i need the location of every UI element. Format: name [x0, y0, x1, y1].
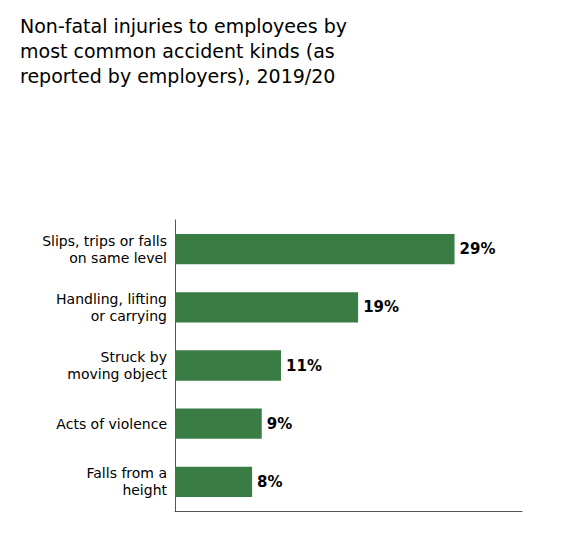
- svg-text:most common accident kinds (as: most common accident kinds (as: [20, 40, 335, 62]
- svg-text:or carrying: or carrying: [91, 308, 167, 324]
- svg-text:moving object: moving object: [67, 366, 167, 382]
- svg-text:Handling, lifting: Handling, lifting: [56, 291, 167, 307]
- svg-text:Falls from a: Falls from a: [87, 465, 167, 481]
- svg-text:11%: 11%: [286, 357, 322, 375]
- svg-text:height: height: [122, 482, 167, 498]
- svg-text:19%: 19%: [363, 298, 399, 316]
- svg-text:Slips, trips or falls: Slips, trips or falls: [42, 233, 167, 249]
- svg-text:reported by employers), 2019/2: reported by employers), 2019/20: [20, 65, 335, 87]
- svg-text:8%: 8%: [257, 473, 282, 491]
- svg-text:29%: 29%: [460, 240, 496, 258]
- svg-text:Non-fatal injuries to employee: Non-fatal injuries to employees by: [20, 15, 347, 37]
- svg-text:Struck by: Struck by: [101, 349, 167, 365]
- svg-text:on same level: on same level: [69, 250, 167, 266]
- svg-text:Acts of violence: Acts of violence: [56, 416, 167, 432]
- svg-text:9%: 9%: [267, 415, 292, 433]
